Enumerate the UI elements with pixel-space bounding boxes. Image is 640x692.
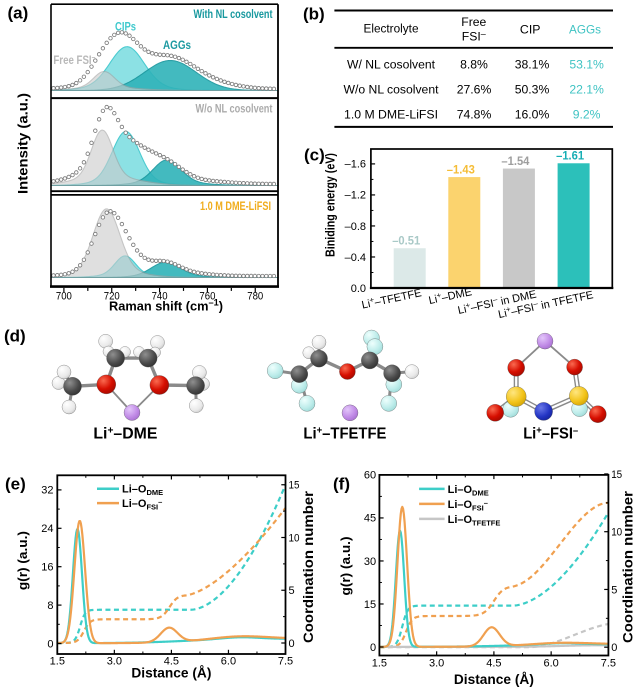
svg-text:16.0%: 16.0% <box>515 108 550 122</box>
svg-text:Li+–TFETFE: Li+–TFETFE <box>360 285 422 311</box>
svg-text:24: 24 <box>41 523 53 535</box>
svg-text:W/ NL cosolvent: W/ NL cosolvent <box>347 57 436 71</box>
svg-text:0: 0 <box>47 638 53 650</box>
svg-text:Li–ODME: Li–ODME <box>122 484 163 498</box>
svg-text:15: 15 <box>611 469 622 481</box>
svg-text:8.8%: 8.8% <box>460 57 488 71</box>
svg-text:10: 10 <box>289 532 300 544</box>
svg-text:(b): (b) <box>303 5 325 24</box>
svg-text:50.3%: 50.3% <box>515 83 550 97</box>
svg-text:Free FSI–: Free FSI– <box>53 53 95 67</box>
svg-text:7.5: 7.5 <box>601 658 616 670</box>
svg-text:g(r) (a.u.): g(r) (a.u.) <box>338 537 353 596</box>
svg-text:Li+–DME: Li+–DME <box>93 426 157 443</box>
svg-text:Coordination number: Coordination number <box>300 490 316 643</box>
svg-text:Free: Free <box>461 15 486 29</box>
svg-text:0: 0 <box>370 642 376 654</box>
svg-text:32: 32 <box>41 485 53 497</box>
svg-text:30: 30 <box>364 556 376 568</box>
svg-text:–0.4: –0.4 <box>345 252 366 264</box>
svg-text:(a): (a) <box>8 4 29 23</box>
svg-text:–1.2: –1.2 <box>345 190 366 202</box>
svg-text:–0.8: –0.8 <box>345 221 366 233</box>
svg-text:–0.51: –0.51 <box>392 233 420 247</box>
svg-text:27.6%: 27.6% <box>457 83 492 97</box>
svg-text:6.0: 6.0 <box>221 655 236 667</box>
svg-text:Li–OFSI–: Li–OFSI– <box>122 498 162 512</box>
svg-text:720: 720 <box>104 290 120 302</box>
svg-text:W/o NL cosolvent: W/o NL cosolvent <box>196 104 273 116</box>
svg-text:45: 45 <box>364 513 376 525</box>
svg-text:0: 0 <box>289 638 295 650</box>
svg-text:15: 15 <box>289 480 300 492</box>
svg-text:1.5: 1.5 <box>372 658 387 670</box>
svg-text:760: 760 <box>199 290 215 302</box>
svg-text:5: 5 <box>611 584 617 596</box>
svg-text:AGGs: AGGs <box>163 38 191 52</box>
svg-text:Electrolyte: Electrolyte <box>364 22 419 36</box>
svg-text:38.1%: 38.1% <box>515 57 550 71</box>
svg-text:15: 15 <box>364 599 376 611</box>
svg-text:CIP: CIP <box>520 23 541 37</box>
svg-text:0.0: 0.0 <box>351 283 366 295</box>
svg-text:Li+–TFETFE: Li+–TFETFE <box>303 426 386 443</box>
svg-text:4.5: 4.5 <box>164 655 179 667</box>
svg-text:(e): (e) <box>5 475 26 494</box>
svg-text:5: 5 <box>289 585 295 597</box>
svg-text:3.0: 3.0 <box>107 655 122 667</box>
svg-text:Intensity (a.u.): Intensity (a.u.) <box>16 93 31 194</box>
svg-text:–1.6: –1.6 <box>345 159 366 171</box>
svg-text:10: 10 <box>611 527 622 539</box>
svg-text:Distance (Å): Distance (Å) <box>454 672 534 687</box>
svg-text:74.8%: 74.8% <box>457 108 492 122</box>
svg-text:8: 8 <box>47 600 53 612</box>
svg-text:Li–OTFETFE: Li–OTFETFE <box>448 514 501 528</box>
svg-text:700: 700 <box>56 290 72 302</box>
svg-text:1.0 M DME-LiFSI: 1.0 M DME-LiFSI <box>344 108 438 122</box>
svg-text:Li–OFSI–: Li–OFSI– <box>448 498 488 512</box>
svg-text:Coordination number: Coordination number <box>620 490 636 643</box>
svg-text:g(r) (a.u.): g(r) (a.u.) <box>15 531 30 590</box>
svg-text:1.0 M DME-LiFSI: 1.0 M DME-LiFSI <box>200 201 271 213</box>
svg-text:(f): (f) <box>333 475 350 494</box>
svg-text:FSI–: FSI– <box>462 28 486 43</box>
svg-text:CIPs: CIPs <box>115 20 136 34</box>
svg-text:Raman shift (cm–1): Raman shift (cm –1) <box>109 298 223 314</box>
svg-text:–1.54: –1.54 <box>501 154 529 168</box>
svg-text:60: 60 <box>364 470 376 482</box>
svg-text:740: 740 <box>152 290 168 302</box>
svg-text:Li+–FSI–: Li+–FSI– <box>523 426 578 443</box>
svg-text:(d): (d) <box>4 327 26 346</box>
svg-text:6.0: 6.0 <box>544 658 559 670</box>
svg-text:With NL cosolvent: With NL cosolvent <box>194 9 273 21</box>
svg-text:Distance (Å): Distance (Å) <box>131 666 211 681</box>
svg-text:780: 780 <box>247 290 263 302</box>
svg-text:0: 0 <box>611 642 617 654</box>
svg-text:53.1%: 53.1% <box>569 57 604 71</box>
svg-text:4.5: 4.5 <box>486 658 501 670</box>
svg-text:(c): (c) <box>304 146 325 165</box>
svg-text:9.2%: 9.2% <box>573 108 601 122</box>
svg-text:–1.43: –1.43 <box>447 162 475 176</box>
svg-text:–1.61: –1.61 <box>556 148 584 162</box>
svg-text:1.5: 1.5 <box>50 655 65 667</box>
svg-text:W/o NL cosolvent: W/o NL cosolvent <box>344 83 440 97</box>
svg-text:3.0: 3.0 <box>429 658 444 670</box>
svg-text:AGGs: AGGs <box>569 23 601 37</box>
svg-text:7.5: 7.5 <box>278 655 293 667</box>
svg-text:Li–ODME: Li–ODME <box>448 484 489 498</box>
svg-text:Biniding energy (eV): Biniding energy (eV) <box>323 153 338 257</box>
svg-text:16: 16 <box>41 562 53 574</box>
svg-text:22.1%: 22.1% <box>569 83 604 97</box>
